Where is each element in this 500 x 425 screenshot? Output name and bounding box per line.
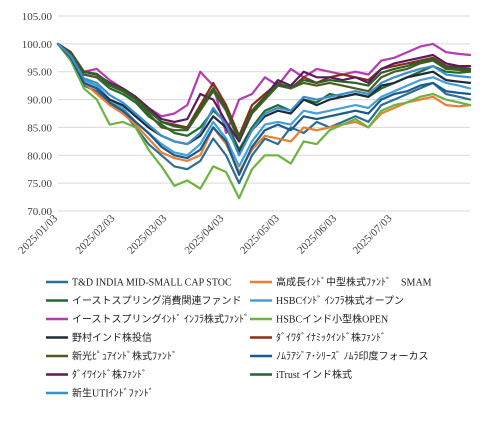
legend-entry: ﾀﾞｲﾜｲﾝﾄﾞ株ﾌｧﾝﾄﾞ: [72, 368, 147, 381]
x-axis: 2025/01/03 2025/02/03 2025/03/03 2025/04/03…: [16, 212, 395, 256]
series-line-10: [56, 42, 472, 176]
x-tick-label: 2025/04/03: [182, 212, 226, 256]
y-tick-label: 75.00: [27, 178, 52, 190]
y-tick-label: 70.00: [27, 206, 52, 218]
series-line-9: [56, 42, 472, 143]
legend-entry: ﾀﾞｲﾜﾀﾞｲﾅﾐｯｸｲﾝﾄﾞ株ﾌｧﾝﾄﾞ: [276, 331, 386, 344]
legend-entry: HSBCｲﾝﾄﾞ ｲﾝﾌﾗ株式オープン: [276, 294, 404, 307]
legend-entry: 新生UTIｲﾝﾄﾞﾌｧﾝﾄﾞ: [72, 387, 154, 400]
legend-entry: HSBCインド小型株OPEN: [276, 313, 388, 326]
y-axis: 70.00 75.00 80.00 85.00 90.00 95.00 100.00 105.…: [22, 11, 53, 218]
x-tick-label: 2025/05/03: [238, 212, 282, 256]
series-line-6: [56, 42, 472, 200]
legend-entry: 新光ﾋﾟｭｱｲﾝﾄﾞ株式ﾌｧﾝﾄﾞ: [72, 350, 177, 363]
x-tick-label: 2025/01/03: [16, 212, 60, 256]
series-line-12: [56, 42, 472, 140]
series-line-13: [56, 42, 472, 157]
x-tick-label: 2025/06/03: [295, 212, 339, 256]
y-tick-label: 90.00: [27, 95, 52, 107]
legend-entry: ﾉﾑﾗｱｼﾞｱ･ｼﾘｰｽﾞ ﾉﾑﾗ印度フォーカス: [276, 350, 429, 363]
y-tick-label: 100.00: [22, 39, 53, 51]
y-tick-label: 80.00: [27, 150, 52, 162]
y-tick-label: 105.00: [22, 11, 53, 23]
legend-entry: イーストスプリングｲﾝﾄﾞ ｲﾝﾌﾗ株式ﾌｧﾝﾄﾞ: [72, 313, 249, 326]
y-tick-label: 95.00: [27, 67, 52, 79]
legend: T&D INDIA MID-SMALL CAP STOC 高成長ｲﾝﾄﾞ中型株式ﾌ…: [46, 276, 432, 400]
legend-entry: 高成長ｲﾝﾄﾞ中型株式ﾌｧﾝﾄﾞ SMAM: [276, 276, 432, 289]
legend-entry: 野村インド株投信: [72, 331, 152, 344]
series-line-4: [56, 42, 472, 168]
y-tick-label: 85.00: [27, 122, 52, 134]
legend-entry: iTrust インド株式: [276, 368, 352, 381]
x-tick-label: 2025/03/03: [125, 212, 169, 256]
legend-entry: T&D INDIA MID-SMALL CAP STOC: [72, 278, 232, 289]
x-tick-label: 2025/02/03: [73, 212, 117, 256]
legend-entry: イーストスプリング消費関連ファンド: [72, 294, 242, 307]
x-tick-label: 2025/07/03: [351, 212, 395, 256]
series-lines: [56, 42, 472, 200]
series-line-7: [56, 42, 472, 154]
